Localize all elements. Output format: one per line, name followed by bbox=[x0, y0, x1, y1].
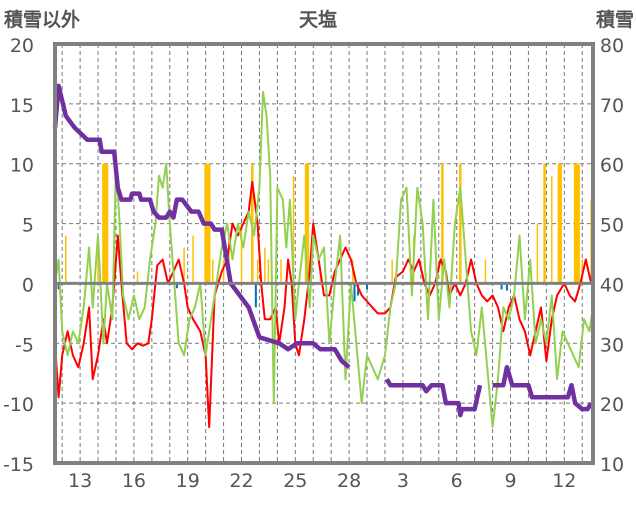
x-tick-label: 6 bbox=[451, 470, 463, 492]
precip-bar bbox=[536, 223, 539, 284]
series-wind bbox=[54, 90, 594, 429]
precip-bar bbox=[441, 163, 444, 284]
x-tick-label: 9 bbox=[504, 470, 516, 492]
negative-bar bbox=[57, 283, 60, 290]
precip-bar bbox=[577, 163, 580, 284]
precip-bar bbox=[575, 163, 579, 284]
left-tick-label: 0 bbox=[22, 274, 34, 296]
series-snow-depth bbox=[384, 378, 483, 418]
precip-bar bbox=[103, 163, 107, 284]
right-tick-label: 50 bbox=[600, 215, 624, 237]
x-tick-label: 28 bbox=[337, 470, 361, 492]
precip-bar bbox=[391, 259, 393, 284]
left-tick-label: 15 bbox=[10, 95, 34, 117]
negative-bar bbox=[366, 283, 369, 290]
negative-bar bbox=[175, 283, 178, 289]
right-tick-label: 20 bbox=[600, 394, 624, 416]
right-axis-title: 積雪 bbox=[596, 8, 634, 31]
series-lines bbox=[52, 83, 594, 429]
negative-bar bbox=[505, 283, 508, 291]
right-tick-label: 70 bbox=[600, 95, 624, 117]
right-tick-label: 80 bbox=[600, 35, 624, 57]
x-tick-label: 22 bbox=[229, 470, 253, 492]
precip-bar bbox=[136, 271, 139, 284]
precip-bar bbox=[292, 175, 295, 284]
left-tick-label: -10 bbox=[3, 394, 34, 416]
precip-bar bbox=[551, 175, 553, 284]
series-snow-depth bbox=[52, 83, 351, 369]
right-tick-label: 10 bbox=[600, 454, 624, 476]
x-tick-label: 16 bbox=[122, 470, 146, 492]
precip-bar bbox=[183, 247, 185, 284]
precip-bar bbox=[306, 163, 310, 284]
right-tick-label: 30 bbox=[600, 334, 624, 356]
x-tick-label: 13 bbox=[68, 470, 92, 492]
series-temperature bbox=[54, 180, 593, 429]
left-tick-label: -15 bbox=[3, 454, 34, 476]
precip-bar bbox=[256, 259, 259, 284]
precip-bar bbox=[102, 163, 105, 284]
negative-bar bbox=[500, 283, 503, 290]
precip-bar bbox=[267, 259, 270, 284]
precip-bar bbox=[484, 259, 487, 284]
precip-bar bbox=[65, 235, 67, 284]
x-tick-label: 3 bbox=[397, 470, 409, 492]
plot-frame bbox=[53, 42, 595, 465]
precip-bar bbox=[573, 163, 577, 284]
precip-bar bbox=[105, 163, 109, 284]
left-tick-label: -5 bbox=[15, 334, 34, 356]
x-tick-label: 19 bbox=[176, 470, 200, 492]
series-snow-depth bbox=[492, 364, 594, 412]
precip-bar bbox=[97, 247, 99, 284]
precip-bar bbox=[212, 259, 214, 284]
chart-title: 天塩 bbox=[299, 8, 337, 31]
precip-bar bbox=[192, 235, 194, 284]
precip-bar bbox=[304, 163, 308, 284]
left-tick-label: 5 bbox=[22, 215, 34, 237]
precip-bar bbox=[559, 163, 562, 284]
precip-bar bbox=[459, 163, 462, 284]
bars bbox=[57, 163, 592, 308]
right-tick-label: 40 bbox=[600, 274, 624, 296]
gridlines bbox=[55, 44, 593, 463]
precip-bar bbox=[264, 247, 266, 284]
x-tick-label: 12 bbox=[552, 470, 576, 492]
precip-bar bbox=[543, 163, 546, 284]
right-tick-label: 60 bbox=[600, 155, 624, 177]
left-tick-label: 20 bbox=[10, 35, 34, 57]
precip-bar bbox=[240, 223, 243, 284]
precip-bar bbox=[280, 259, 282, 284]
negative-bar bbox=[353, 283, 356, 302]
negative-bar bbox=[254, 283, 257, 308]
precip-bar bbox=[222, 259, 225, 284]
x-tick-label: 25 bbox=[283, 470, 307, 492]
left-tick-label: 10 bbox=[10, 155, 34, 177]
precip-bar bbox=[557, 163, 561, 284]
left-axis-title: 積雪以外 bbox=[4, 8, 80, 31]
